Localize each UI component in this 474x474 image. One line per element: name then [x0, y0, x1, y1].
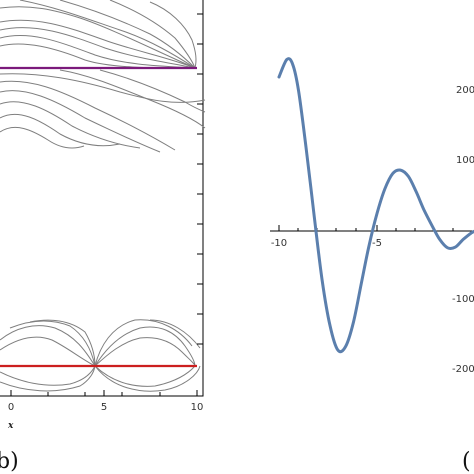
- right-axis-ticks: [197, 13, 203, 345]
- y-tick-label-neg100: -100: [452, 294, 474, 305]
- bottom-axis-ticks: [10, 390, 198, 396]
- line-panel: -10 -5 200 100 -100 -200 (: [270, 57, 474, 474]
- right-panel-x-ticks: [278, 225, 454, 231]
- x-tick-label-0: 0: [8, 402, 14, 413]
- plot-frame: [0, 0, 204, 397]
- panel-label-b: b): [0, 449, 19, 474]
- panel-label-c: (: [462, 449, 471, 474]
- contour-lines-lower: [0, 319, 201, 392]
- y-tick-label-100: 100: [456, 155, 474, 166]
- y-tick-label-200: 200: [456, 85, 474, 96]
- x-tick-label-2: 10: [191, 402, 204, 413]
- contour-lines-upper: [0, 0, 206, 153]
- series-line: [277, 57, 474, 354]
- x-tick-label-neg5: -5: [372, 238, 382, 249]
- x-tick-label-neg10: -10: [271, 238, 287, 249]
- contour-panel: 0 5 10 x b): [0, 0, 206, 474]
- x-tick-label-1: 5: [101, 402, 107, 413]
- y-tick-label-neg200: -200: [452, 364, 474, 375]
- x-axis-label: x: [7, 421, 14, 431]
